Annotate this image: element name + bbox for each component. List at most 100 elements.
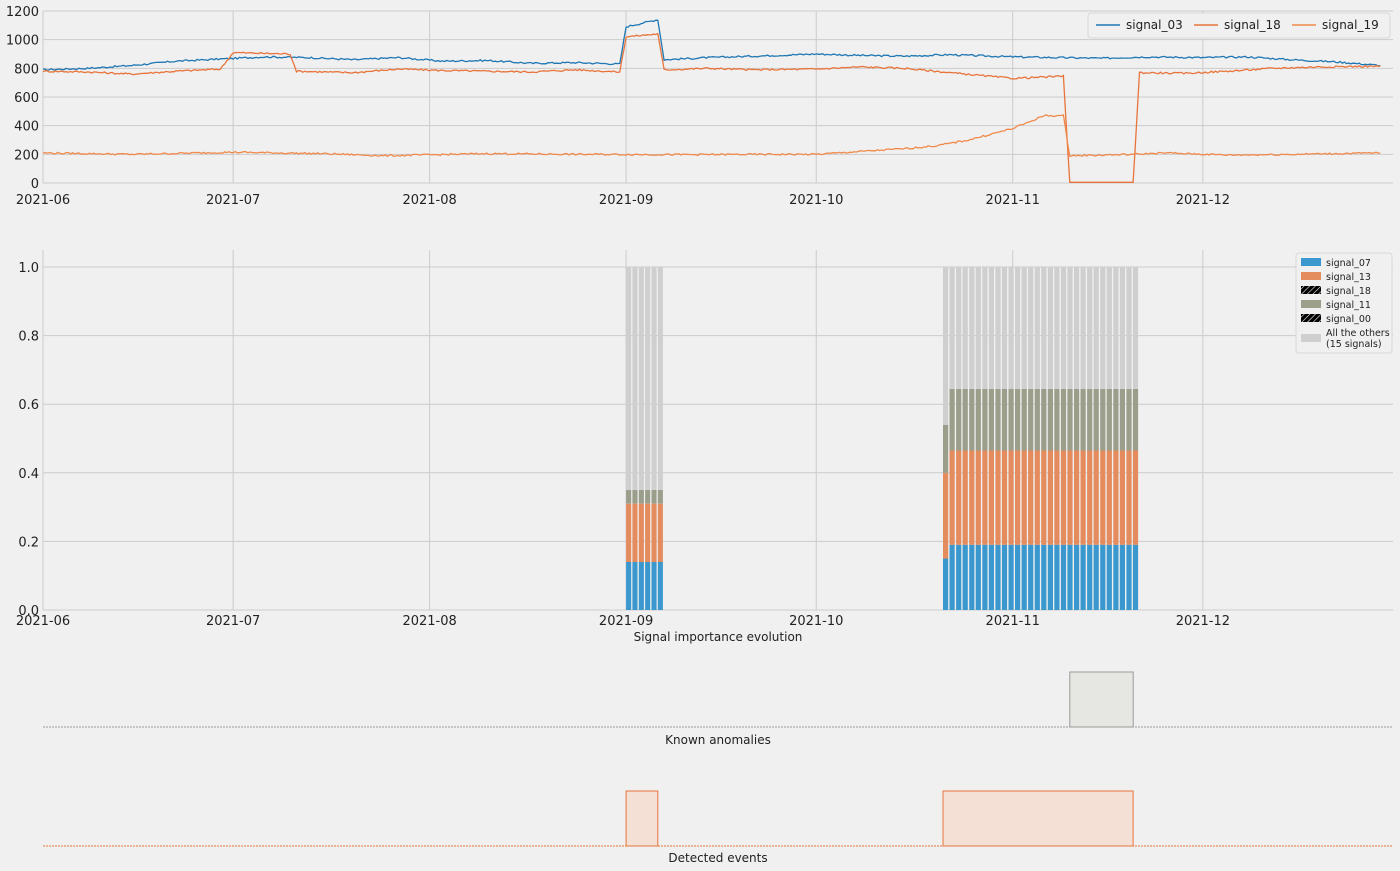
signals-y-tick-label: 1200 [6, 5, 39, 20]
signals-y-tick-label: 800 [14, 62, 39, 77]
detected-events-panel: Detected events [43, 790, 1393, 865]
importance-bar-All the others [969, 267, 975, 389]
legend-label-All the others: All the others [1326, 328, 1390, 339]
importance-bar-signal_07 [1113, 544, 1119, 610]
importance-bar-signal_11 [1113, 388, 1119, 451]
legend-label-signal_19: signal_19 [1322, 18, 1379, 32]
importance-bar-signal_07 [632, 562, 638, 610]
importance-bar-signal_11 [943, 424, 949, 473]
importance-bar-signal_13 [982, 450, 988, 545]
importance-bar-signal_07 [995, 544, 1001, 610]
importance-bar-signal_07 [645, 562, 651, 610]
importance-bar-All the others [988, 267, 994, 389]
signals-y-tick-label: 400 [14, 120, 39, 135]
importance-bar-signal_07 [1008, 544, 1014, 610]
importance-bar-All the others [982, 267, 988, 389]
known-anomalies-label: Known anomalies [665, 733, 771, 747]
importance-bar-signal_07 [1093, 544, 1099, 610]
importance-bar-signal_11 [1008, 388, 1014, 451]
importance-bar-signal_11 [988, 388, 994, 451]
signals-y-tick-label: 200 [14, 148, 39, 163]
importance-bar-signal_13 [969, 450, 975, 545]
legend-label-signal_18: signal_18 [1224, 18, 1281, 32]
importance-bar-All the others [1060, 267, 1067, 389]
importance-bar-All the others [1041, 267, 1047, 389]
importance-x-tick-label: 2021-09 [599, 614, 653, 629]
importance-bar-signal_13 [943, 472, 949, 559]
importance-bar-signal_07 [962, 544, 968, 610]
importance-bar-All the others [651, 267, 657, 490]
legend-swatch-signal_00 [1301, 314, 1321, 322]
importance-bar-All the others [1074, 267, 1080, 389]
series-line-signal_19 [42, 114, 1381, 158]
importance-bar-signal_11 [1074, 388, 1080, 451]
importance-bars [626, 267, 1139, 610]
importance-bar-signal_07 [1074, 544, 1080, 610]
importance-bar-All the others [1100, 267, 1106, 389]
importance-bar-signal_07 [988, 544, 994, 610]
importance-bar-signal_13 [1074, 450, 1080, 545]
importance-bar-signal_11 [962, 388, 968, 451]
importance-bar-signal_13 [1041, 450, 1047, 545]
legend-label-signal_13: signal_13 [1326, 272, 1371, 283]
importance-bar-signal_07 [1001, 544, 1008, 610]
importance-bar-All the others [1067, 267, 1073, 389]
importance-bar-signal_11 [651, 489, 657, 504]
importance-bar-All the others [1015, 267, 1021, 389]
importance-bar-All the others [632, 267, 638, 490]
importance-bar-signal_11 [1106, 388, 1112, 451]
importance-bar-signal_11 [1126, 388, 1132, 451]
importance-bar-signal_07 [1080, 544, 1086, 610]
importance-bar-signal_07 [1100, 544, 1106, 610]
importance-bar-signal_11 [1034, 388, 1040, 451]
legend-label-signal_18: signal_18 [1326, 286, 1371, 297]
importance-bar-signal_13 [645, 503, 651, 562]
importance-bar-All the others [1008, 267, 1014, 389]
importance-x-tick-label: 2021-12 [1176, 614, 1230, 629]
importance-bar-All the others [956, 267, 962, 389]
importance-bar-signal_07 [1067, 544, 1073, 610]
importance-bar-All the others [1047, 267, 1053, 389]
importance-bar-All the others [1113, 267, 1119, 389]
importance-y-tick-label: 0.2 [18, 535, 39, 550]
importance-bar-signal_11 [1060, 388, 1067, 451]
importance-bar-signal_07 [1015, 544, 1021, 610]
importance-bar-signal_13 [995, 450, 1001, 545]
importance-x-tick-label: 2021-08 [402, 614, 456, 629]
importance-bar-All the others [975, 267, 981, 389]
importance-bar-signal_13 [1113, 450, 1119, 545]
importance-bar-signal_07 [943, 558, 949, 610]
importance-bar-All the others [1093, 267, 1099, 389]
importance-bar-signal_13 [1067, 450, 1073, 545]
importance-bar-All the others [1080, 267, 1086, 389]
importance-bar-signal_13 [626, 503, 632, 562]
legend-label-signal_03: signal_03 [1126, 18, 1183, 32]
legend-label-signal_11: signal_11 [1326, 300, 1371, 311]
importance-bar-signal_07 [1041, 544, 1047, 610]
signals-y-tick-label: 1000 [6, 34, 39, 49]
importance-bar-signal_11 [969, 388, 975, 451]
importance-bar-signal_11 [1015, 388, 1021, 451]
importance-x-tick-label: 2021-06 [16, 614, 70, 629]
detected-events-areas [43, 790, 1393, 847]
importance-bar-signal_13 [956, 450, 962, 545]
importance-bar-All the others [1132, 267, 1139, 389]
signals-x-tick-label: 2021-06 [16, 193, 70, 208]
legend-label-extra: (15 signals) [1326, 339, 1382, 350]
importance-bar-signal_07 [969, 544, 975, 610]
importance-bar-signal_07 [657, 562, 663, 610]
known-anomalies-areas [43, 671, 1393, 728]
detected-event-interval [942, 790, 1134, 847]
importance-bar-All the others [1126, 267, 1132, 389]
importance-bar-signal_11 [626, 489, 632, 504]
importance-x-tick-label: 2021-07 [206, 614, 260, 629]
importance-bar-signal_07 [1087, 544, 1093, 610]
importance-x-tick-label: 2021-11 [986, 614, 1040, 629]
importance-bar-signal_11 [1001, 388, 1008, 451]
known-anomaly-interval [1069, 671, 1134, 728]
signals-x-ticks: 2021-06 2021-07 2021-08 2021-09 2021-10 2021-… [16, 193, 1230, 208]
importance-bar-signal_13 [1106, 450, 1112, 545]
importance-bar-signal_11 [632, 489, 638, 504]
importance-bar-signal_07 [1132, 544, 1139, 610]
